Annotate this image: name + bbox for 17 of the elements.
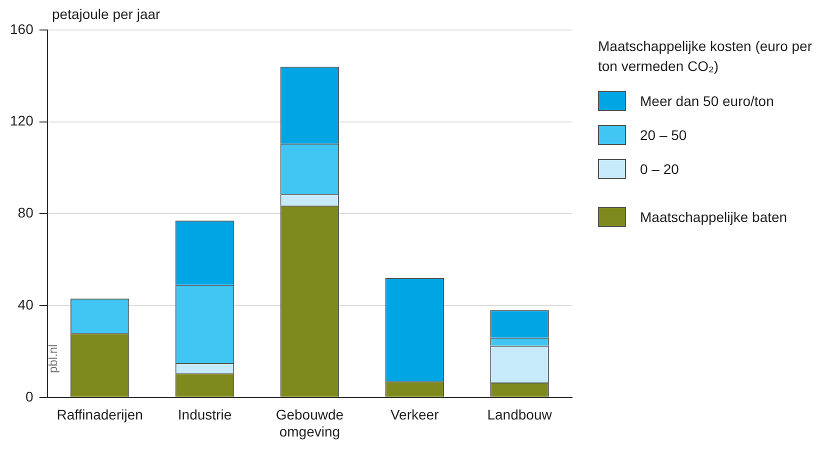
y-axis-title: petajoule per jaar <box>52 6 160 22</box>
legend-label: Meer dan 50 euro/ton <box>640 93 774 109</box>
y-tick-label: 160 <box>10 20 34 37</box>
x-tick-label: Gebouwde omgeving <box>276 406 344 440</box>
y-tick-label: 120 <box>10 112 34 129</box>
y-tick-label: 0 <box>26 388 34 404</box>
legend-label: 20 – 50 <box>640 127 687 143</box>
legend-title: Maatschappelijke kosten (euro per ton vermeden CO₂) <box>598 37 814 76</box>
x-tick-label: Verkeer <box>390 406 440 423</box>
y-tick-label: 40 <box>18 296 34 312</box>
x-tick-label: Raffinaderijen <box>56 406 143 423</box>
legend-label: 0 – 20 <box>640 161 679 177</box>
legend-label: Maatschappelijke baten <box>640 209 788 225</box>
y-tick-label: 80 <box>18 204 34 221</box>
annotation: pbl.nl <box>46 344 60 373</box>
x-tick-label: Industrie <box>178 406 232 423</box>
x-tick-label: Landbouw <box>487 406 553 423</box>
